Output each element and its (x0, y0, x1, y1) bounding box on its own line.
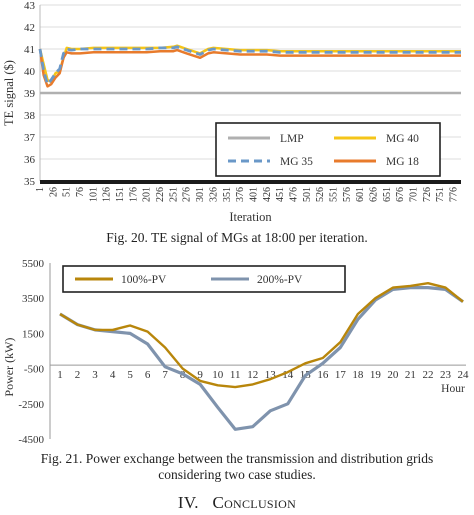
legend-box (62, 265, 346, 293)
x-tick-label: 651 (382, 187, 393, 202)
series-line-200-pv (59, 286, 464, 431)
y-tick-label: 3500 (22, 293, 45, 305)
y-tick-label: -4500 (18, 434, 44, 446)
x-tick-label: 626 (368, 187, 379, 202)
y-tick-label: 5500 (22, 258, 45, 270)
figure-20-caption: Fig. 20. TE signal of MGs at 18:00 per i… (106, 230, 368, 245)
x-tick-label: 276 (182, 187, 193, 202)
x-tick-label: 426 (262, 187, 273, 202)
y-tick-label: -2500 (18, 399, 44, 411)
x-tick-label: 20 (387, 369, 399, 381)
x-tick-label: 676 (395, 187, 406, 202)
legend-label: MG 40 (386, 133, 419, 145)
legend-label: MG 35 (280, 156, 313, 168)
x-tick-label: 326 (208, 187, 219, 202)
y-tick-label: -500 (24, 364, 45, 376)
series-line-mg-35 (38, 45, 461, 86)
x-tick-label: 451 (275, 187, 286, 202)
series-line-mg-18 (38, 48, 461, 88)
y-tick-label: 40 (24, 66, 36, 78)
y-tick-label: 38 (24, 110, 36, 122)
x-tick-label: 501 (302, 187, 313, 202)
x-tick-label: 776 (449, 187, 460, 202)
x-tick-label: 23 (440, 369, 452, 381)
y-tick-label: 42 (24, 22, 35, 34)
x-tick-label: 24 (458, 369, 470, 381)
x-tick-label: 351 (222, 187, 233, 202)
series-line-100-pv (59, 282, 464, 389)
x-tick-label: 18 (352, 369, 364, 381)
x-tick-label: 201 (142, 187, 153, 202)
x-tick-label: 22 (422, 369, 433, 381)
x-tick-label: 76 (75, 187, 86, 197)
x-tick-label: 476 (288, 187, 299, 202)
x-tick-label: 5 (127, 369, 133, 381)
section-number: IV. (177, 493, 199, 512)
x-tick-label: 576 (342, 187, 353, 202)
x-axis-label: Iteration (229, 210, 272, 224)
x-tick-label: 601 (355, 187, 366, 202)
x-tick-label: 226 (155, 187, 166, 202)
x-tick-label: 7 (162, 369, 168, 381)
x-tick-label: 21 (405, 369, 416, 381)
figure-21-caption-line2: considering two case studies. (158, 467, 316, 482)
y-axis-label: Power (kW) (2, 338, 16, 397)
x-tick-label: 16 (317, 369, 329, 381)
x-tick-label: 1 (57, 369, 63, 381)
x-tick-label: 9 (197, 369, 203, 381)
legend-label: MG 18 (386, 156, 419, 168)
x-tick-label: 176 (128, 187, 139, 202)
x-tick-label: 19 (370, 369, 382, 381)
x-tick-label: 3 (92, 369, 98, 381)
y-axis-label: TE signal ($) (2, 60, 16, 126)
y-tick-label: 36 (24, 154, 36, 166)
x-tick-label: 14 (282, 369, 294, 381)
section-heading: IV. Conclusion (0, 493, 474, 513)
y-tick-label: 43 (24, 0, 36, 12)
x-tick-label: 151 (115, 187, 126, 202)
x-tick-label: 101 (88, 187, 99, 202)
y-tick-label: 41 (24, 44, 35, 56)
y-tick-label: 39 (24, 88, 36, 100)
x-tick-label: 551 (328, 187, 339, 202)
x-tick-label: 4 (110, 369, 116, 381)
x-tick-label: 13 (265, 369, 277, 381)
figure-21-caption: Fig. 21. Power exchange between the tran… (0, 451, 474, 483)
y-tick-label: 1500 (22, 328, 45, 340)
x-tick-label: 376 (235, 187, 246, 202)
y-tick-label: 35 (24, 176, 36, 188)
x-tick-label: 12 (247, 369, 258, 381)
legend-label: 200%-PV (257, 274, 303, 286)
legend-label: LMP (280, 133, 304, 145)
x-tick-label: 11 (230, 369, 241, 381)
x-tick-label: 126 (102, 187, 113, 202)
x-tick-label: 301 (195, 187, 206, 202)
legend-label: 100%-PV (121, 274, 167, 286)
x-tick-label: 751 (435, 187, 446, 202)
x-tick-label: 526 (315, 187, 326, 202)
x-tick-label: 1 (35, 187, 46, 192)
x-tick-label: 701 (409, 187, 420, 202)
x-tick-label: 6 (145, 369, 151, 381)
figure-21-caption-line1: Fig. 21. Power exchange between the tran… (40, 451, 434, 466)
x-tick-label: 251 (168, 187, 179, 202)
x-axis-line (40, 180, 461, 184)
x-tick-label: 17 (335, 369, 347, 381)
section-title: Conclusion (212, 493, 297, 512)
x-tick-label: 726 (422, 187, 433, 202)
legend-box (215, 122, 441, 177)
x-tick-label: 2 (75, 369, 81, 381)
y-tick-label: 37 (24, 132, 36, 144)
x-axis-label: Hour (441, 383, 465, 395)
x-tick-label: 401 (248, 187, 259, 202)
x-tick-label: 10 (212, 369, 224, 381)
x-tick-label: 51 (62, 187, 73, 197)
x-tick-label: 26 (48, 187, 59, 197)
